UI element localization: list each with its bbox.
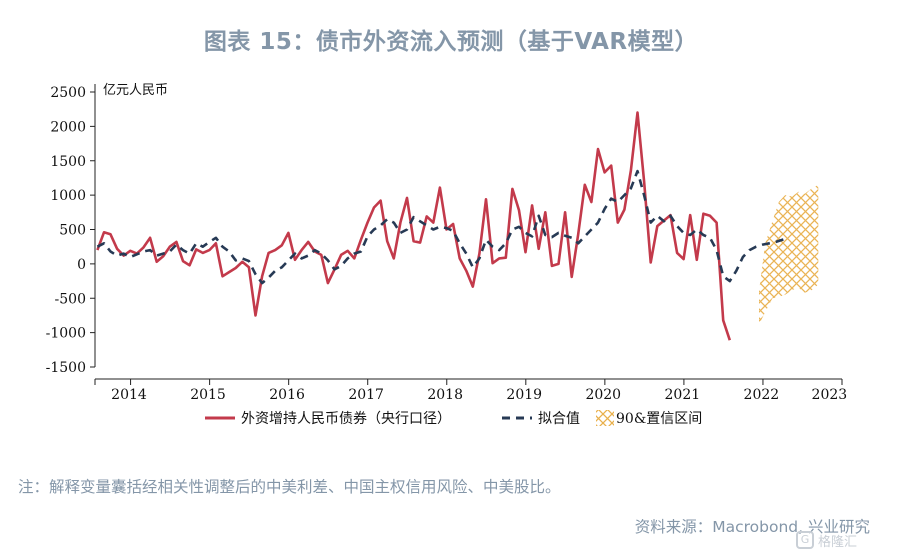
y-tick-label: -500 (55, 291, 86, 307)
y-tick-label: 2000 (50, 119, 86, 135)
chart-title: 图表 15：债市外资流入预测（基于VAR模型） (203, 29, 699, 55)
x-tick-label: 2016 (269, 387, 305, 403)
legend-swatch-interval (596, 410, 614, 426)
y-axis-label: 亿元人民币 (103, 83, 168, 98)
x-tick-label: 2023 (812, 387, 848, 403)
y-tick-label: -1000 (46, 326, 86, 342)
x-tick-label: 2020 (585, 387, 621, 403)
x-tick-label: 2021 (665, 387, 701, 403)
x-tick-label: 2014 (111, 387, 147, 403)
chart: 2500 2000 1500 1000 500 0 -500 -1000 -1500 亿元人民币 2… (46, 83, 848, 427)
series-line-actual (96, 111, 732, 341)
watermark-text: 格隆汇 (818, 534, 858, 550)
y-tick-label: 1000 (50, 188, 86, 204)
watermark: G 格隆汇 (796, 528, 892, 552)
series-line-fitted (96, 169, 790, 285)
confidence-interval-band (759, 184, 819, 325)
x-tick-label: 2019 (506, 387, 542, 403)
y-tick-label: 500 (59, 223, 86, 239)
x-tick-label: 2017 (348, 387, 384, 403)
legend-label-actual: 外资增持人民币债券（央行口径） (241, 411, 451, 427)
y-tick-label: 1500 (50, 154, 86, 170)
y-tick-label: 0 (77, 257, 86, 273)
x-tick-label: 2022 (744, 387, 780, 403)
legend-label-interval: 90&置信区间 (616, 411, 702, 427)
x-tick-label: 2018 (427, 387, 463, 403)
y-tick-label: 2500 (50, 85, 86, 101)
y-tick-label: -1500 (46, 360, 86, 376)
chart-note: 注：解释变量囊括经相关性调整后的中美利差、中国主权信用风险、中美股比。 (18, 478, 561, 496)
legend-label-fitted: 拟合值 (538, 411, 580, 427)
watermark-logo-icon: G (796, 531, 814, 549)
x-tick-label: 2015 (190, 387, 226, 403)
